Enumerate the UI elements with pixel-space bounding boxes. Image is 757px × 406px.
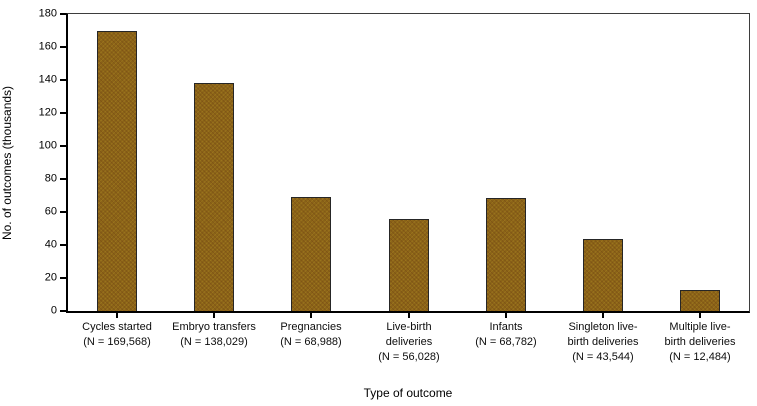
category-label-line: birth deliveries <box>664 336 736 348</box>
y-tick-label: 140 <box>38 73 57 86</box>
bar <box>486 198 526 311</box>
y-tick-mark <box>60 277 66 279</box>
x-tick-mark <box>699 313 701 318</box>
y-tick-mark <box>60 112 66 114</box>
y-tick-label: 120 <box>38 106 57 119</box>
y-tick-mark <box>60 310 66 312</box>
category-label-line: (N = 169,568) <box>83 336 151 348</box>
x-tick-mark <box>602 313 604 318</box>
x-axis-title: Type of outcome <box>363 386 453 400</box>
category-label: Singleton live-birth deliveries (N = 43,5… <box>551 320 655 365</box>
bar <box>194 83 234 311</box>
category-label-line: Cycles started <box>82 321 152 333</box>
category-label-line: Infants <box>489 321 523 333</box>
category-label-line: Live-birth <box>386 321 432 333</box>
bar <box>583 239 623 311</box>
y-tick-label: 60 <box>44 205 57 218</box>
category-label-line: (N = 68,988) <box>280 336 342 348</box>
y-tick-label: 100 <box>38 139 57 152</box>
category-label-line: (N = 43,544) <box>572 351 634 363</box>
bar <box>680 290 720 311</box>
category-label: Multiple live-birth deliveries (N = 12,48… <box>648 320 752 365</box>
y-tick-label: 20 <box>44 271 57 284</box>
y-tick-label: 180 <box>38 7 57 20</box>
category-label-line: birth deliveries <box>567 336 639 348</box>
y-tick-label: 0 <box>50 304 57 317</box>
category-label-line: Singleton live- <box>568 321 638 333</box>
bar <box>389 219 429 311</box>
category-label-line: Multiple live- <box>669 321 731 333</box>
category-label-line: Pregnancies <box>280 321 342 333</box>
category-label-line: (N = 12,484) <box>669 351 731 363</box>
x-tick-mark <box>408 313 410 318</box>
category-label: Embryo transfers (N = 138,029) <box>162 320 266 350</box>
y-tick-mark <box>60 46 66 48</box>
y-tick-mark <box>60 211 66 213</box>
y-tick-mark <box>60 13 66 15</box>
bar <box>97 31 137 311</box>
x-tick-mark <box>505 313 507 318</box>
category-label-line: Embryo transfers <box>172 321 256 333</box>
y-tick-mark <box>60 244 66 246</box>
category-label: Live-birth deliveries (N = 56,028) <box>357 320 461 365</box>
plot-area <box>66 13 750 313</box>
category-label: Pregnancies (N = 68,988) <box>259 320 363 350</box>
y-tick-mark <box>60 79 66 81</box>
y-tick-mark <box>60 178 66 180</box>
y-tick-mark <box>60 145 66 147</box>
x-tick-mark <box>116 313 118 318</box>
y-tick-label: 80 <box>44 172 57 185</box>
category-label-line: (N = 138,029) <box>180 336 248 348</box>
category-label: Infants (N = 68,782) <box>454 320 558 350</box>
category-label-line: (N = 68,782) <box>475 336 537 348</box>
y-tick-label: 40 <box>44 238 57 251</box>
bar <box>291 197 331 311</box>
x-tick-mark <box>213 313 215 318</box>
x-tick-mark <box>310 313 312 318</box>
category-label-line: (N = 56,028) <box>378 351 440 363</box>
y-tick-label: 160 <box>38 40 57 53</box>
category-label-line: deliveries <box>385 336 433 348</box>
category-label: Cycles started (N = 169,568) <box>65 320 169 350</box>
